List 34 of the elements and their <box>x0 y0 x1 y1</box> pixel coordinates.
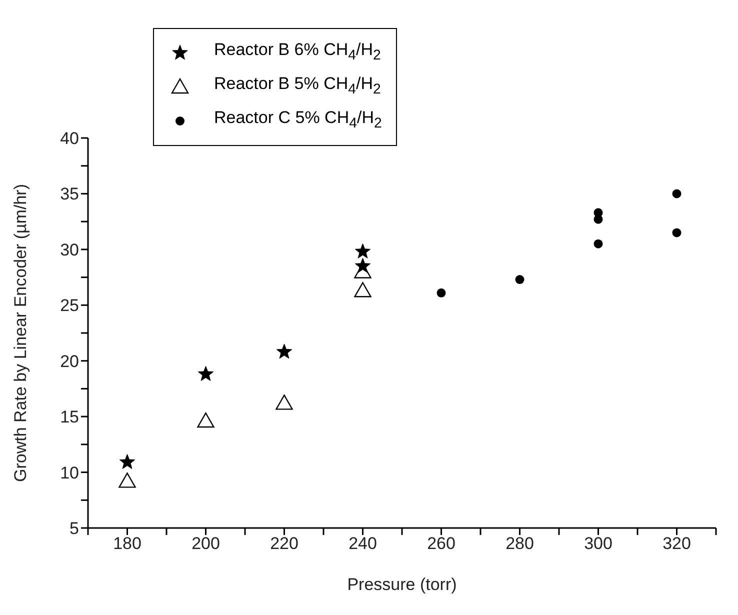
point <box>354 282 372 298</box>
y-tick-label: 20 <box>60 352 79 371</box>
point <box>515 275 524 284</box>
legend-label: Reactor C 5% CH$_{4}$/H$_{2}$ <box>214 108 382 132</box>
y-tick-label: 25 <box>60 296 79 316</box>
y-tick-label: 30 <box>60 240 79 260</box>
x-tick-label: 200 <box>192 534 220 554</box>
point <box>594 239 603 248</box>
point <box>276 394 293 410</box>
legend-label: Reactor B 6% CH$_{4}$/H$_{2}$ <box>214 40 381 64</box>
y-tick-label: 40 <box>60 129 79 148</box>
x-axis-title: Pressure (torr) <box>347 575 457 594</box>
point <box>118 472 136 488</box>
y-axis-title: Growth Rate by Linear Encoder (µm/hr) <box>11 184 30 482</box>
x-tick-label: 180 <box>113 534 142 554</box>
y-tick-label: 35 <box>60 184 79 204</box>
x-tick-label: 320 <box>662 534 691 554</box>
x-tick-label: 220 <box>270 534 298 554</box>
y-tick-label: 5 <box>70 519 79 538</box>
legend-label: Reactor B 5% CH$_{4}$/H$_{2}$ <box>214 74 381 98</box>
point <box>119 454 136 469</box>
point <box>436 288 446 298</box>
y-tick-label: 15 <box>60 408 79 427</box>
point <box>672 228 682 238</box>
x-tick-label: 260 <box>427 534 456 554</box>
x-tick-label: 240 <box>348 534 377 554</box>
y-tick-label: 10 <box>60 463 79 482</box>
x-tick-label: 280 <box>506 534 534 554</box>
point <box>197 412 214 428</box>
point <box>354 243 371 258</box>
point <box>672 189 682 198</box>
point <box>198 366 214 381</box>
x-tick-label: 300 <box>584 534 612 554</box>
point <box>276 344 292 359</box>
